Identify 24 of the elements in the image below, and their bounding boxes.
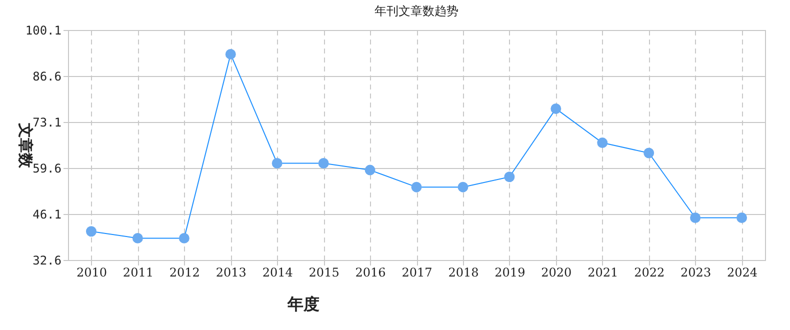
y-tick-label: 86.6 [32, 70, 62, 84]
x-tick-label: 2020 [541, 266, 572, 280]
y-tick-label: 100.1 [25, 24, 62, 38]
x-tick-label: 2018 [448, 266, 479, 280]
x-axis-title: 年度 [286, 294, 320, 314]
x-tick-label: 2017 [402, 266, 432, 280]
x-tick-label: 2021 [588, 266, 618, 280]
x-tick-label: 2024 [726, 266, 758, 280]
x-tick-label: 2023 [680, 266, 712, 280]
x-tick-label: 2012 [169, 266, 200, 280]
x-tick-label: 2014 [262, 266, 294, 280]
y-tick-label: 32.6 [32, 254, 62, 268]
x-tick-label: 2010 [76, 266, 108, 280]
y-tick-label: 73.1 [32, 116, 62, 130]
x-tick-label: 2011 [122, 266, 154, 280]
x-tick-label: 2019 [494, 266, 526, 280]
x-tick-label: 2015 [308, 266, 340, 280]
chart-title: 年刊文章数趋势 [374, 4, 458, 18]
x-tick-label: 2016 [355, 266, 386, 280]
x-tick-label: 2013 [216, 266, 246, 280]
y-tick-label: 46.1 [32, 208, 62, 222]
y-axis-title: 文章数 [16, 122, 34, 169]
y-tick-label: 59.6 [32, 162, 62, 176]
x-tick-label: 2022 [634, 266, 665, 280]
